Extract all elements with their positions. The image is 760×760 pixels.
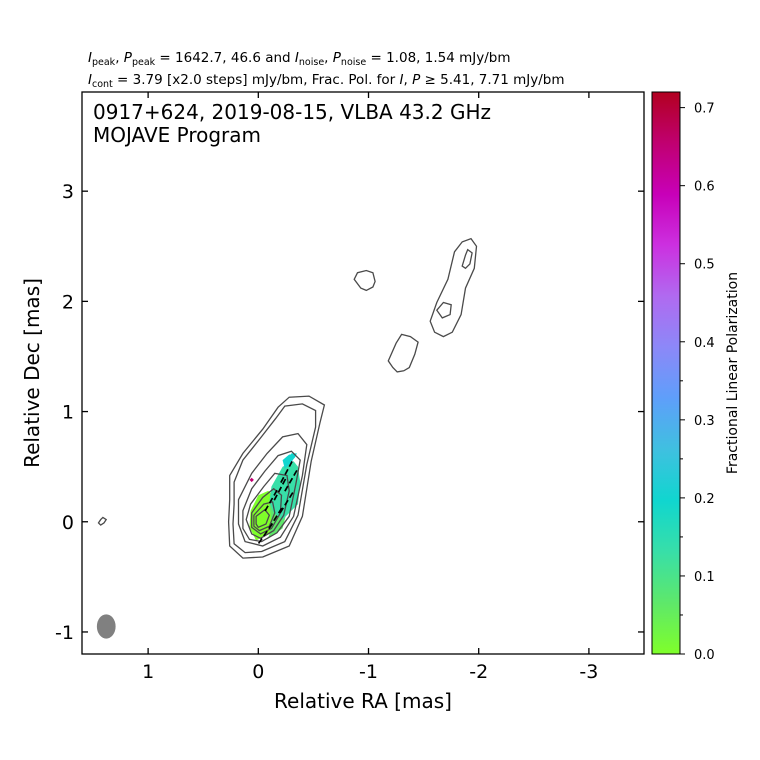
- header-segment: = 1642.7, 46.6 and: [155, 50, 295, 66]
- x-tick-label: -1: [359, 661, 378, 683]
- contour-level-1: [387, 333, 419, 373]
- polarization-region: [288, 453, 297, 463]
- header-segment: P: [333, 50, 342, 66]
- header-segment: ≥ 5.41, 7.71 mJy/bm: [420, 72, 564, 88]
- colorbar-tick-label: 0.6: [694, 180, 715, 195]
- plot-area: 1 0 -1 -2 -3 -1 0 1 2 3 0917+624, 2019-08-15, VLB…: [55, 91, 645, 683]
- colorbar: 0.0 0.1 0.2 0.3 0.4 0.5 0.6 0.7 Fractional Line…: [651, 91, 741, 663]
- header-segment: I: [88, 50, 92, 66]
- header-segment: = 1.08, 1.54 mJy/bm: [366, 50, 510, 66]
- polarization-region: [249, 477, 254, 483]
- colorbar-tick-label: 0.7: [694, 102, 715, 117]
- evpa-vector: [284, 468, 299, 492]
- contour-level-7: [253, 501, 276, 532]
- plot-title-line-1: 0917+624, 2019-08-15, VLBA 43.2 GHz: [93, 100, 491, 124]
- x-tick-label: 0: [252, 661, 264, 683]
- contour-level-2: [435, 301, 452, 319]
- contour-level-1: [429, 237, 478, 338]
- x-tick-label: 1: [142, 661, 154, 683]
- beam-ellipse: [96, 614, 116, 639]
- header-segment: peak: [132, 57, 156, 68]
- y-tick-label: 2: [62, 291, 74, 313]
- y-tick-label: -1: [55, 622, 74, 644]
- plot-title-line-2: MOJAVE Program: [93, 123, 261, 147]
- contour-level-1: [227, 395, 326, 559]
- total-intensity-contours: [97, 237, 478, 559]
- colorbar-fill: [651, 91, 681, 655]
- header-segment: noise: [299, 57, 324, 68]
- x-axis-label: Relative RA [mas]: [274, 689, 452, 713]
- contour-level-6: [251, 487, 283, 535]
- header-segment: ,: [324, 50, 333, 66]
- colorbar-tick-label: 0.0: [694, 648, 715, 663]
- contour-level-2: [232, 403, 317, 554]
- header-segment: P: [412, 72, 421, 88]
- axis-ticks: 1 0 -1 -2 -3 -1 0 1 2 3: [55, 92, 644, 683]
- header-segment: P: [124, 50, 133, 66]
- evpa-vector: [279, 490, 295, 514]
- colorbar-ticks: 0.0 0.1 0.2 0.3 0.4 0.5 0.6 0.7: [680, 102, 715, 663]
- plot-frame: [81, 91, 645, 655]
- contour-level-2: [461, 248, 473, 270]
- header-segment: noise: [341, 57, 366, 68]
- header-segment: ,: [115, 50, 124, 66]
- y-tick-label: 3: [62, 181, 74, 203]
- colorbar-tick-label: 0.5: [694, 258, 715, 273]
- beam-shape: [96, 614, 116, 639]
- contour-level-5: [245, 472, 290, 540]
- header-segment: cont: [92, 79, 113, 90]
- y-axis-label: Relative Dec [mas]: [20, 278, 44, 468]
- header-segment: peak: [92, 57, 116, 68]
- colorbar-tick-label: 0.2: [694, 492, 715, 507]
- header-segment: I: [295, 50, 299, 66]
- colorbar-tick-label: 0.4: [694, 336, 715, 351]
- header-line-1: Ipeak, Ppeak = 1642.7, 46.6 and Inoise, …: [88, 50, 510, 68]
- colorbar-tick-label: 0.3: [694, 414, 715, 429]
- header-line-2: Icont = 3.79 [x2.0 steps] mJy/bm, Frac. …: [88, 72, 565, 90]
- x-tick-label: -3: [579, 661, 598, 683]
- evpa-vector: [280, 459, 294, 483]
- y-tick-label: 1: [62, 402, 74, 424]
- evpa-vector: [273, 476, 288, 501]
- contour-level-1: [353, 269, 376, 292]
- header-segment: = 3.79 [x2.0 steps] mJy/bm, Frac. Pol. f…: [113, 72, 400, 88]
- header-segment: ,: [404, 72, 413, 88]
- colorbar-tick-label: 0.1: [694, 570, 715, 585]
- header-segment: I: [88, 72, 92, 88]
- evpa-vector: [264, 488, 279, 512]
- evpa-vectors: [257, 459, 299, 544]
- colorbar-label: Fractional Linear Polarization: [725, 272, 741, 474]
- header-segment: I: [400, 72, 404, 88]
- y-tick-label: 0: [62, 512, 74, 534]
- contour-level-3: [237, 432, 308, 547]
- evpa-vector: [268, 505, 284, 529]
- contour-level-1: [97, 516, 108, 526]
- x-tick-label: -2: [469, 661, 488, 683]
- contour-level-4: [242, 450, 301, 543]
